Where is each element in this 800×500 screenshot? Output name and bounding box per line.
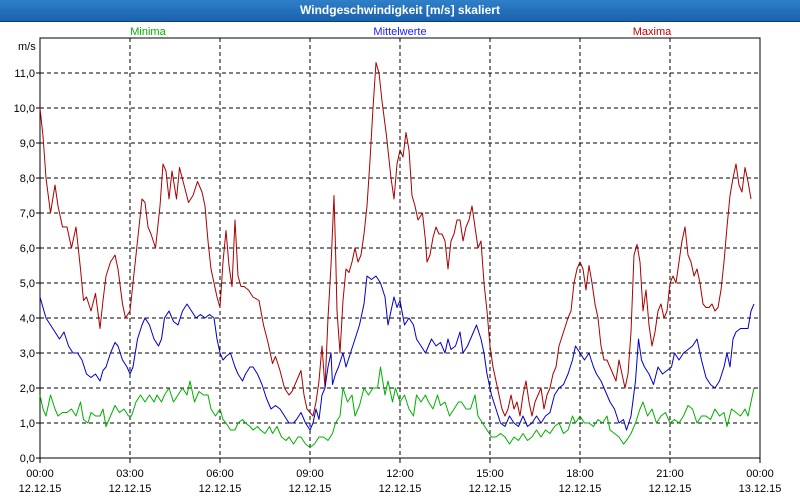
y-tick-label: 6,0 <box>20 243 35 255</box>
y-tick-label: 1,0 <box>20 418 35 430</box>
x-tick-date: 12.12.15 <box>289 483 332 495</box>
x-tick-date: 13.12.15 <box>739 483 782 495</box>
y-tick-label: 9,0 <box>20 138 35 150</box>
y-tick-label: 11,0 <box>14 68 35 80</box>
y-tick-label: 2,0 <box>20 383 35 395</box>
y-axis-label: m/s <box>18 41 36 53</box>
x-tick-date: 12.12.15 <box>379 483 422 495</box>
y-tick-label: 5,0 <box>20 278 35 290</box>
grid <box>40 38 760 458</box>
legend-mittelwerte: Mittelwerte <box>373 26 426 38</box>
x-tick-date: 12.12.15 <box>199 483 242 495</box>
chart: 0,0 1,0 2,0 3,0 4,0 5,0 6,0 7,0 8,0 9,0 10,0 11,0 0… <box>14 26 782 495</box>
chart-title: Windgeschwindigkeit [m/s] skaliert <box>0 0 800 22</box>
y-tick-label: 3,0 <box>20 348 35 360</box>
x-tick-time: 00:00 <box>746 468 774 480</box>
y-tick-label: 4,0 <box>20 313 35 325</box>
series-line-maxima <box>39 62 752 417</box>
x-tick-date: 12.12.15 <box>649 483 692 495</box>
y-tick-label: 0,0 <box>20 453 35 465</box>
y-tick-label: 8,0 <box>20 173 35 185</box>
x-tick-time: 15:00 <box>476 468 504 480</box>
y-tick-label: 10,0 <box>14 103 35 115</box>
y-axis: 0,0 1,0 2,0 3,0 4,0 5,0 6,0 7,0 8,0 9,0 10,0 11,0 <box>14 68 40 465</box>
x-tick-time: 21:00 <box>656 468 684 480</box>
x-tick-time: 12:00 <box>386 468 414 480</box>
x-tick-time: 18:00 <box>566 468 594 480</box>
series-group <box>39 62 755 448</box>
series-line-minima <box>39 366 755 448</box>
x-tick-date: 12.12.15 <box>559 483 602 495</box>
x-tick-date: 12.12.15 <box>469 483 512 495</box>
legend-minima: Minima <box>130 26 166 38</box>
x-tick-time: 06:00 <box>206 468 234 480</box>
x-tick-time: 00:00 <box>26 468 54 480</box>
x-tick-time: 09:00 <box>296 468 324 480</box>
x-tick-date: 12.12.15 <box>19 483 62 495</box>
legend-maxima: Maxima <box>633 26 672 38</box>
y-tick-label: 7,0 <box>20 208 35 220</box>
x-tick-time: 03:00 <box>116 468 144 480</box>
x-tick-date: 12.12.15 <box>109 483 152 495</box>
x-axis: 00:00 12.12.15 03:00 12.12.15 06:00 12.12.15 0… <box>19 458 782 495</box>
series-line-mittelwerte <box>39 275 755 431</box>
legend: Minima Mittelwerte Maxima <box>130 26 672 38</box>
